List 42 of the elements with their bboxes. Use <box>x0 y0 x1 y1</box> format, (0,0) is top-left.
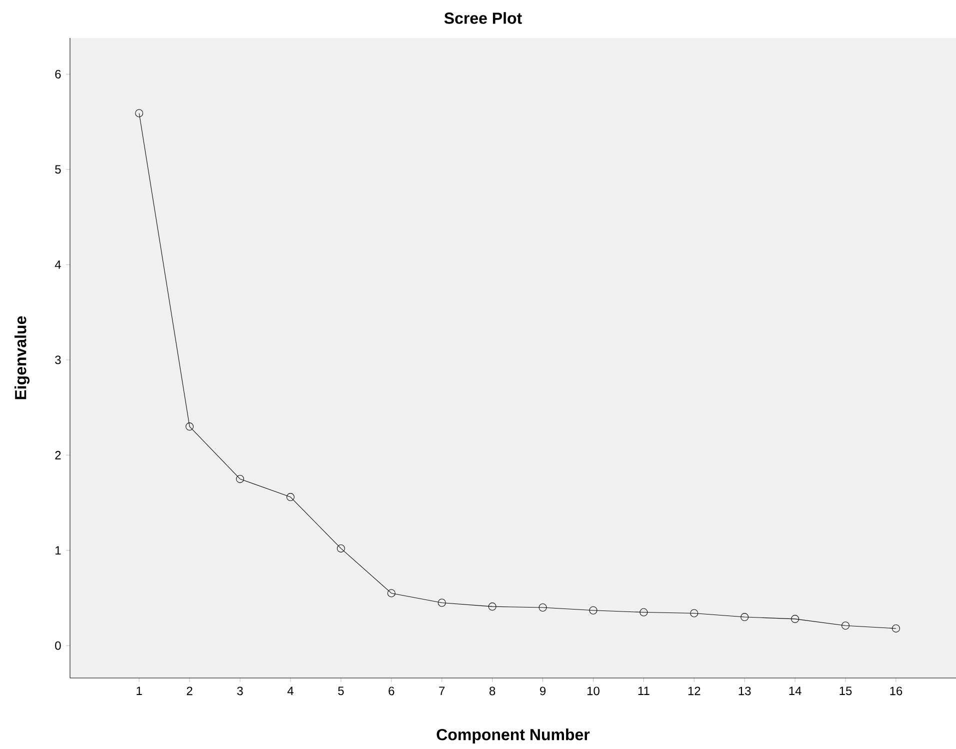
x-tick-label: 8 <box>490 686 496 696</box>
y-tick-label: 6 <box>55 70 61 78</box>
x-tick-label: 6 <box>388 686 394 696</box>
x-tick-label: 13 <box>738 686 751 696</box>
point <box>589 606 598 614</box>
y-tick-label: 5 <box>55 165 61 174</box>
point <box>690 609 698 618</box>
point <box>892 624 900 632</box>
point <box>538 604 547 612</box>
point <box>842 622 850 630</box>
x-tick-label: 14 <box>789 686 802 695</box>
x-tick-label: 12 <box>688 686 700 696</box>
x-tick-label: 3 <box>237 686 243 696</box>
point <box>640 608 648 616</box>
y-axis-title: Eigenvalue <box>14 316 30 400</box>
x-tick-label: 10 <box>587 686 600 696</box>
x-axis-title: Component Number <box>436 728 590 744</box>
x-tick-label: 7 <box>439 686 445 695</box>
x-tick-label: 5 <box>338 686 344 696</box>
x-tick-label: 16 <box>890 686 902 696</box>
chart-title: Scree Plot <box>444 12 522 24</box>
point <box>791 614 800 623</box>
point <box>236 474 244 483</box>
point <box>387 589 396 598</box>
x-tick-label: 15 <box>840 686 852 696</box>
y-tick-label: 2 <box>55 450 61 460</box>
y-tick-label: 0 <box>55 641 61 650</box>
point <box>488 602 496 611</box>
point <box>135 109 144 118</box>
point <box>186 422 194 431</box>
point <box>336 544 345 552</box>
y-tick-label: 1 <box>56 546 61 554</box>
x-tick-label: 11 <box>638 686 650 695</box>
x-tick-label: 4 <box>287 686 294 695</box>
point <box>740 613 749 622</box>
y-tick-label: 4 <box>54 260 61 269</box>
x-tick-label: 1 <box>136 686 142 695</box>
x-tick-label: 2 <box>186 686 192 696</box>
point <box>438 598 446 607</box>
x-tick-label: 9 <box>540 686 546 696</box>
y-tick-label: 3 <box>55 356 61 364</box>
point <box>286 493 295 502</box>
